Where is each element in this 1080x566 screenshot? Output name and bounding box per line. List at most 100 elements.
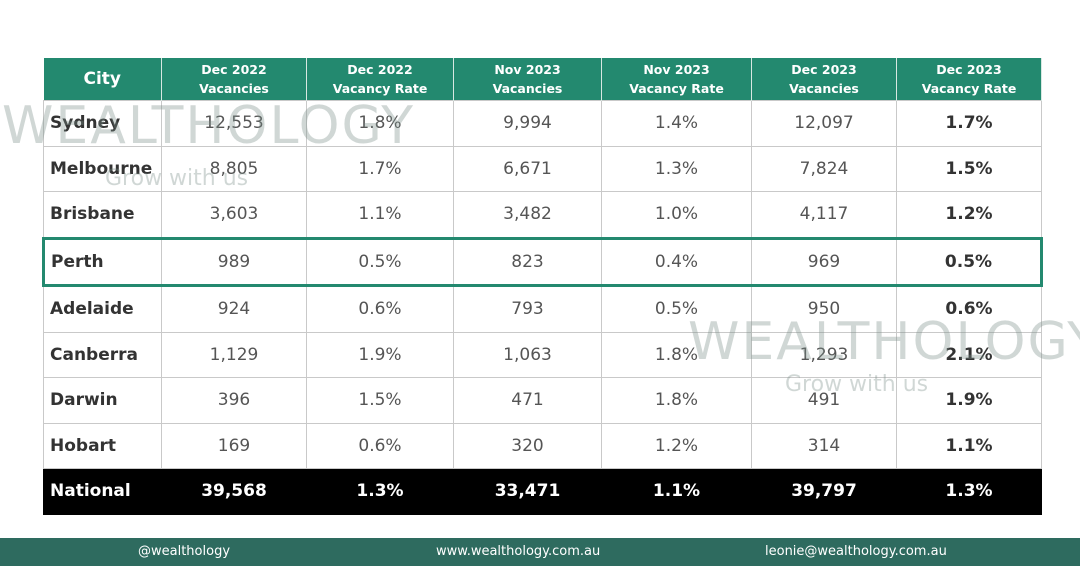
value-cell: 1.7% xyxy=(896,100,1042,147)
value-cell: 1.8% xyxy=(306,100,454,147)
value-cell: 4,117 xyxy=(751,191,897,239)
city-cell: Adelaide xyxy=(43,285,162,333)
value-cell: 6,671 xyxy=(453,145,602,192)
header-line: Vacancy Rate xyxy=(629,81,724,96)
value-cell: 33,471 xyxy=(453,468,602,515)
header-line: Vacancies xyxy=(199,81,269,96)
city-cell: Darwin xyxy=(43,377,162,424)
value-cell: 3,482 xyxy=(453,191,602,239)
table-row: Canberra 1,129 1.9% 1,063 1.8% 1,293 2.1% xyxy=(43,331,1042,378)
value-cell: 989 xyxy=(161,236,307,287)
value-cell: 0.4% xyxy=(601,236,752,287)
value-cell: 793 xyxy=(453,285,602,333)
value-cell: 471 xyxy=(453,377,602,424)
value-cell: 314 xyxy=(751,422,897,469)
header-line: City xyxy=(83,68,121,89)
value-cell: 1,063 xyxy=(453,331,602,378)
value-cell: 1.3% xyxy=(896,468,1042,515)
value-cell: 8,805 xyxy=(161,145,307,192)
value-cell: 1.9% xyxy=(306,331,454,378)
header-line: Dec 2022 xyxy=(347,62,413,77)
table-row: Brisbane 3,603 1.1% 3,482 1.0% 4,117 1.2% xyxy=(43,191,1042,239)
value-cell: 1.5% xyxy=(306,377,454,424)
vacancy-table: City Dec 2022 Vacancies Dec 2022 Vacancy Rat… xyxy=(42,58,1043,515)
header-line: Dec 2023 xyxy=(791,62,857,77)
header-line: Vacancies xyxy=(492,81,563,96)
value-cell: 3,603 xyxy=(161,191,307,239)
value-cell: 0.6% xyxy=(896,285,1042,333)
header-line: Nov 2023 xyxy=(643,62,710,77)
value-cell: 39,797 xyxy=(751,468,897,515)
header-line: Vacancy Rate xyxy=(332,81,428,96)
city-cell: Perth xyxy=(42,236,162,287)
header-line: Dec 2023 xyxy=(936,62,1002,77)
table-row: Sydney 12,553 1.8% 9,994 1.4% 12,097 1.7% xyxy=(43,100,1042,147)
city-cell: Canberra xyxy=(43,331,162,378)
header-line: Dec 2022 xyxy=(201,62,267,77)
city-cell: Sydney xyxy=(43,100,162,147)
column-header: Dec 2022 Vacancies xyxy=(161,58,307,101)
value-cell: 823 xyxy=(453,236,602,287)
table-row: Hobart 169 0.6% 320 1.2% 314 1.1% xyxy=(43,422,1042,469)
value-cell: 1.7% xyxy=(306,145,454,192)
city-cell: Melbourne xyxy=(43,145,162,192)
column-header: Dec 2023 Vacancy Rate xyxy=(896,58,1042,101)
header-line: Vacancy Rate xyxy=(921,81,1017,96)
footer-email: leonie@wealthology.com.au xyxy=(765,544,947,559)
value-cell: 1,129 xyxy=(161,331,307,378)
value-cell: 12,553 xyxy=(161,100,307,147)
value-cell: 1.1% xyxy=(306,191,454,239)
value-cell: 950 xyxy=(751,285,897,333)
value-cell: 969 xyxy=(751,236,897,287)
value-cell: 0.5% xyxy=(896,236,1043,287)
header-row: City Dec 2022 Vacancies Dec 2022 Vacancy Rat… xyxy=(43,58,1042,101)
value-cell: 1.4% xyxy=(601,100,752,147)
column-header: Nov 2023 Vacancies xyxy=(453,58,602,101)
footer-website: www.wealthology.com.au xyxy=(436,544,601,559)
value-cell: 1.3% xyxy=(306,468,454,515)
header-line: Nov 2023 xyxy=(494,62,561,77)
value-cell: 1.1% xyxy=(896,422,1042,469)
value-cell: 1.2% xyxy=(896,191,1042,239)
value-cell: 924 xyxy=(161,285,307,333)
value-cell: 0.5% xyxy=(601,285,752,333)
table-row: Perth 989 0.5% 823 0.4% 969 0.5% xyxy=(42,236,1043,287)
footer-handle: @wealthology xyxy=(138,544,231,559)
table-body: Sydney 12,553 1.8% 9,994 1.4% 12,097 1.7% Melbo… xyxy=(42,100,1043,515)
value-cell: 39,568 xyxy=(161,468,307,515)
value-cell: 491 xyxy=(751,377,897,424)
footer: @wealthology www.wealthology.com.au leon… xyxy=(0,538,1080,566)
value-cell: 0.6% xyxy=(306,422,454,469)
value-cell: 1.9% xyxy=(896,377,1042,424)
city-cell: Brisbane xyxy=(43,191,162,239)
column-header: Dec 2022 Vacancy Rate xyxy=(306,58,454,101)
value-cell: 169 xyxy=(161,422,307,469)
column-header: Dec 2023 Vacancies xyxy=(751,58,897,101)
header-line: Vacancies xyxy=(789,81,859,96)
value-cell: 7,824 xyxy=(751,145,897,192)
value-cell: 1.5% xyxy=(896,145,1042,192)
value-cell: 1,293 xyxy=(751,331,897,378)
column-header: City xyxy=(43,58,162,101)
city-cell: Hobart xyxy=(43,422,162,469)
table-row: Melbourne 8,805 1.7% 6,671 1.3% 7,824 1.5% xyxy=(43,145,1042,192)
value-cell: 1.0% xyxy=(601,191,752,239)
value-cell: 1.3% xyxy=(601,145,752,192)
value-cell: 1.1% xyxy=(601,468,752,515)
value-cell: 1.8% xyxy=(601,331,752,378)
value-cell: 2.1% xyxy=(896,331,1042,378)
value-cell: 320 xyxy=(453,422,602,469)
table-row: Adelaide 924 0.6% 793 0.5% 950 0.6% xyxy=(43,285,1042,333)
table-row: National 39,568 1.3% 33,471 1.1% 39,797 1.3% xyxy=(43,468,1042,515)
value-cell: 1.8% xyxy=(601,377,752,424)
column-header: Nov 2023 Vacancy Rate xyxy=(601,58,752,101)
value-cell: 9,994 xyxy=(453,100,602,147)
city-cell: National xyxy=(43,468,162,515)
value-cell: 1.2% xyxy=(601,422,752,469)
value-cell: 0.6% xyxy=(306,285,454,333)
value-cell: 12,097 xyxy=(751,100,897,147)
value-cell: 0.5% xyxy=(306,236,454,287)
value-cell: 396 xyxy=(161,377,307,424)
table-row: Darwin 396 1.5% 471 1.8% 491 1.9% xyxy=(43,377,1042,424)
